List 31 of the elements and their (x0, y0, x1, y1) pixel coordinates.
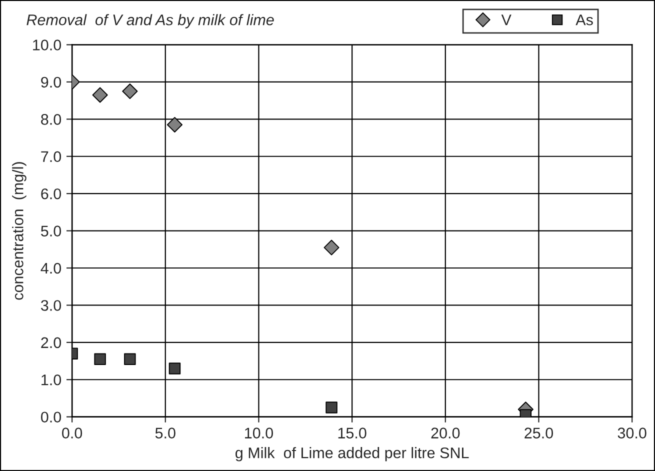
x-tick-label: 0.0 (62, 428, 82, 438)
point (166, 116, 182, 133)
legend-label: V (501, 14, 512, 26)
x-tick-label: 10.0 (245, 428, 273, 438)
point (324, 240, 340, 256)
point (122, 83, 138, 100)
y-tick-label: 10.0 (33, 40, 62, 50)
x-tick-label: 20.0 (431, 428, 460, 438)
y-tick-label: 7.0 (41, 151, 62, 162)
legend-label: As (576, 14, 593, 26)
y-tick-label: 5.0 (41, 226, 62, 236)
y-tick-label: 8.0 (41, 114, 62, 125)
x-tick-label: 15.0 (338, 428, 366, 438)
y-tick-label: 0.0 (40, 412, 62, 423)
point (94, 353, 106, 366)
point (326, 402, 338, 414)
y-tick-label: 4.0 (40, 262, 62, 274)
x-tick-label: 30.0 (618, 428, 646, 438)
y-tick-label: 3.0 (40, 300, 62, 311)
x-tick-label: 25.0 (524, 428, 554, 438)
x-axis-title: g Milk of Lime added per litre SNL (236, 447, 469, 462)
y-tick-label: 6.0 (41, 188, 62, 200)
y-tick-label: 9.0 (41, 76, 62, 88)
y-tick-label: 1.0 (42, 374, 62, 386)
point (124, 353, 136, 366)
point (92, 87, 108, 103)
y-tick-label: 2.0 (41, 337, 62, 348)
y-axis-title: concentration (mg/l) (12, 162, 26, 300)
point (168, 362, 181, 374)
x-tick-label: 5.0 (155, 428, 176, 438)
chart-title: Removal of V and As by milk of lime (26, 14, 274, 28)
